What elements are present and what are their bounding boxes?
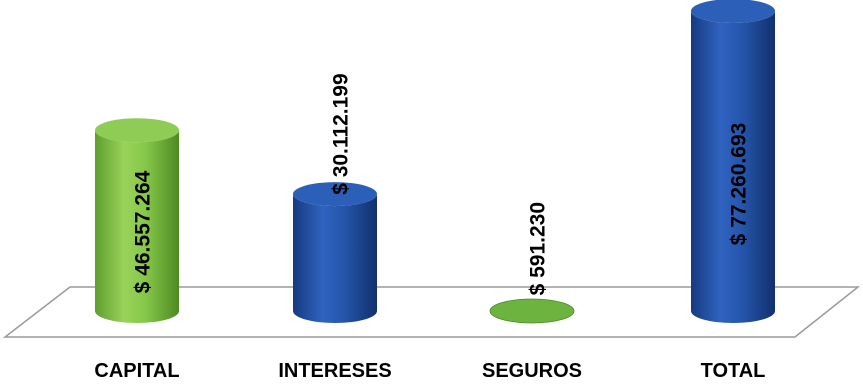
value-label-total: $ 77.260.693 bbox=[728, 123, 751, 246]
chart-floor bbox=[2, 286, 861, 338]
bar-body-total bbox=[691, 11, 775, 323]
bar-capital bbox=[95, 118, 179, 323]
labels-layer: $ 46.557.264 CAPITAL $ 30.112.199 INTERESES… bbox=[94, 73, 765, 382]
bar-top-total bbox=[691, 0, 775, 23]
bar-intereses bbox=[293, 182, 377, 323]
bar-body-intereses bbox=[293, 194, 377, 323]
bar-disc-seguros bbox=[489, 298, 575, 324]
category-label-total: TOTAL bbox=[701, 360, 766, 382]
category-label-seguros: SEGUROS bbox=[482, 360, 582, 382]
value-label-seguros: $ 591.230 bbox=[527, 202, 550, 295]
bars-layer bbox=[95, 0, 775, 324]
category-label-capital: CAPITAL bbox=[94, 360, 179, 382]
category-label-intereses: INTERESES bbox=[278, 360, 391, 382]
bar-total bbox=[691, 0, 775, 323]
bar-top-intereses bbox=[293, 182, 377, 207]
bar-seguros bbox=[489, 298, 575, 324]
bar-top-capital bbox=[95, 118, 179, 143]
value-label-intereses: $ 30.112.199 bbox=[330, 73, 353, 194]
bar-body-capital bbox=[95, 130, 179, 323]
value-label-capital: $ 46.557.264 bbox=[132, 170, 155, 293]
